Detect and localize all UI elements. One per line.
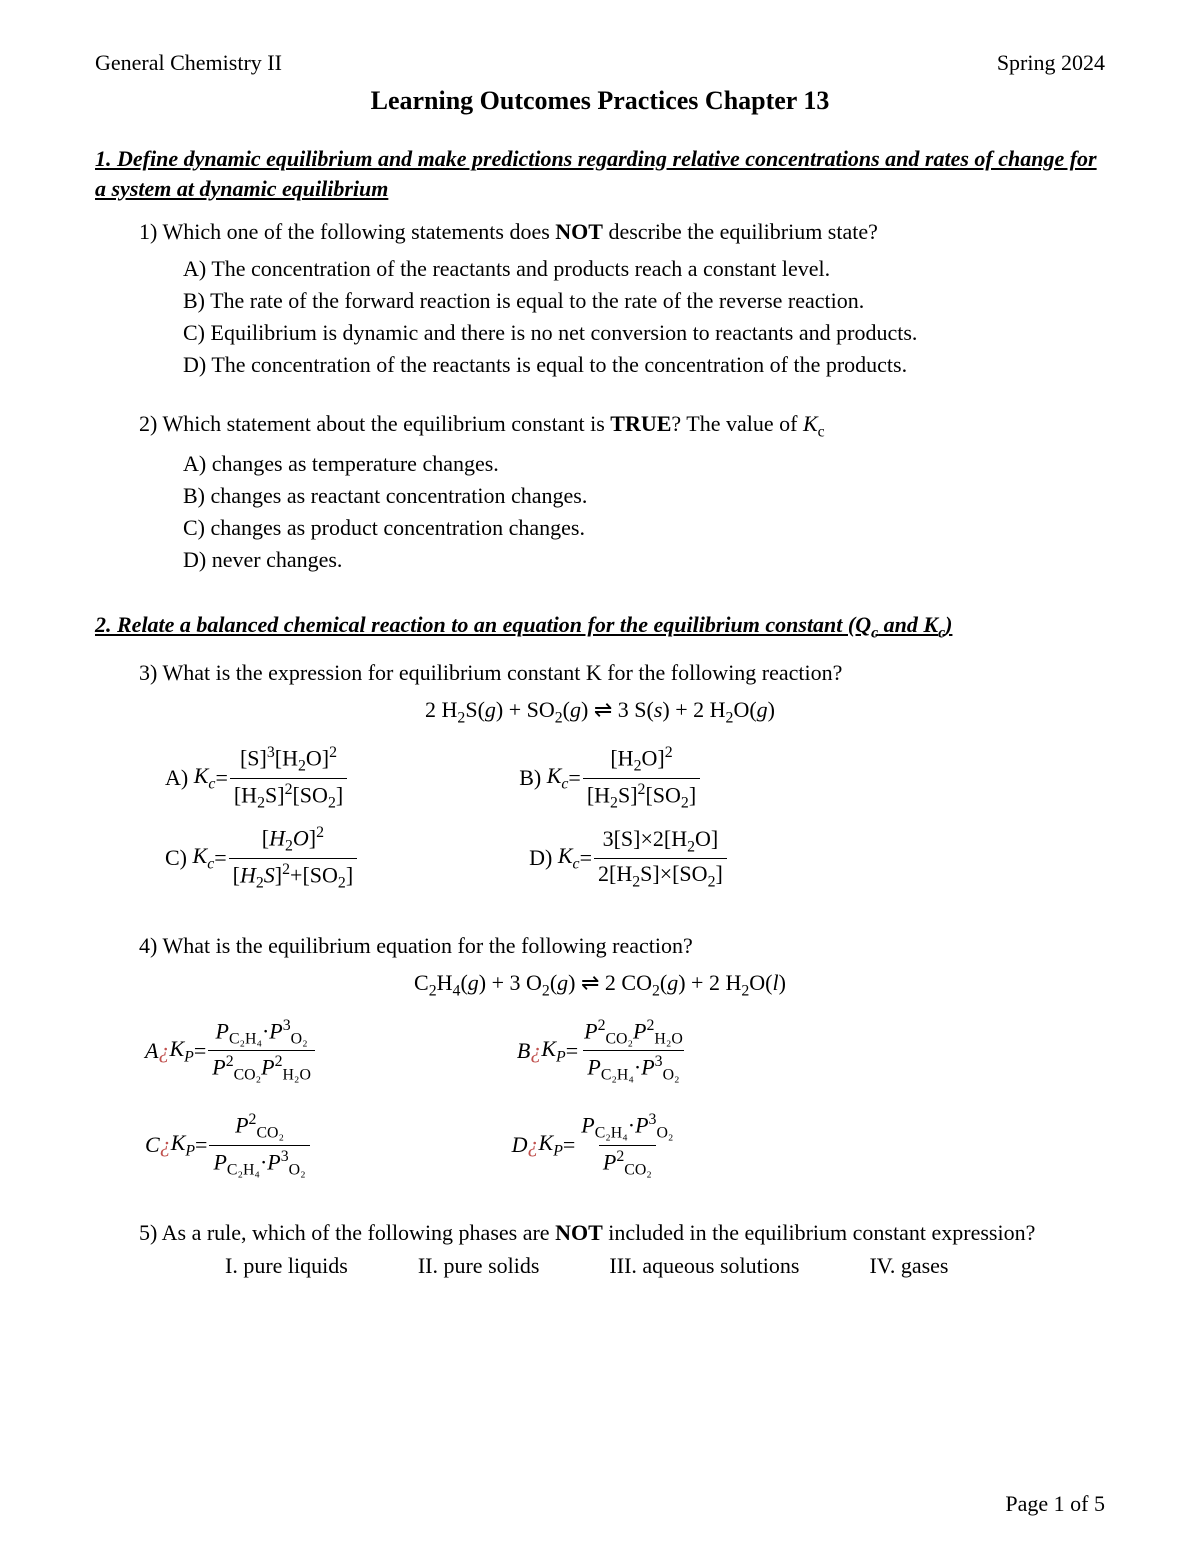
q1-choice-c: C) Equilibrium is dynamic and there is n… [183,317,1105,349]
q2-choice-b: B) changes as reactant concentration cha… [183,480,1105,512]
q2-choice-a: A) changes as temperature changes. [183,448,1105,480]
q1-choice-a: A) The concentration of the reactants an… [183,253,1105,285]
q5-choice-1: I. pure liquids [225,1253,348,1279]
q2-choices: A) changes as temperature changes. B) ch… [183,448,1105,576]
section-2-num: 2. [95,612,112,637]
q3-option-c: C) Kc= [H2O]2[H2S]2+[SO2] [165,822,359,894]
q3-stem: 3) What is the expression for equilibriu… [139,658,1105,688]
section-1-heading: 1. Define dynamic equilibrium and make p… [95,144,1105,203]
q4-num: 4) [139,933,157,958]
q3-num: 3) [139,660,157,685]
q1-choice-d: D) The concentration of the reactants is… [183,349,1105,381]
q1-num: 1) [139,219,157,244]
q2-stem: 2) Which statement about the equilibrium… [139,409,1105,443]
q5-choice-2: II. pure solids [418,1253,540,1279]
q4-row1: A¿ KP= PC₂H₄·P3O₂ P2CO₂P2H₂O B¿ KP= P2CO… [145,1015,1105,1087]
q3-row2: C) Kc= [H2O]2[H2S]2+[SO2] D) Kc= 3[S]×2[… [165,822,1105,894]
q3-option-d: D) Kc= 3[S]×2[H2O]2[H2S]×[SO2] [529,822,729,894]
q5-num: 5) [139,1220,157,1245]
page-title: Learning Outcomes Practices Chapter 13 [95,86,1105,116]
q4-option-b: B¿ KP= P2CO₂P2H₂O PC₂H₄·P3O₂ [517,1015,689,1087]
q3-option-a: A) Kc= [S]3[H2O]2[H2S]2[SO2] [165,742,349,814]
q3-option-b: B) Kc= [H2O]2[H2S]2[SO2] [519,742,702,814]
section-1-text: Define dynamic equilibrium and make pred… [95,146,1097,201]
header-right: Spring 2024 [997,50,1105,76]
page-footer: Page 1 of 5 [1005,1491,1105,1517]
section-2-heading: 2. Relate a balanced chemical reaction t… [95,610,1105,644]
page: General Chemistry II Spring 2024 Learnin… [0,0,1200,1553]
q4-option-c: C¿ KP= P2CO₂ PC₂H₄·P3O₂ [145,1109,312,1181]
q5-choices: I. pure liquids II. pure solids III. aqu… [225,1253,1105,1279]
q4-option-d: D¿ KP= PC₂H₄·P3O₂ P2CO₂ [512,1109,680,1181]
q1-choices: A) The concentration of the reactants an… [183,253,1105,381]
q2-choice-c: C) changes as product concentration chan… [183,512,1105,544]
q2-choice-d: D) never changes. [183,544,1105,576]
q1-stem: 1) Which one of the following statements… [139,217,1105,247]
q4-row2: C¿ KP= P2CO₂ PC₂H₄·P3O₂ D¿ KP= PC₂H₄·P3O… [145,1109,1105,1181]
q4-reaction: C2H4(g) + 3 O2(g) ⇌ 2 CO2(g) + 2 H2O(l) [95,970,1105,1000]
q3-reaction: 2 H2S(g) + SO2(g) ⇌ 3 S(s) + 2 H2O(g) [95,697,1105,727]
q5-choice-3: III. aqueous solutions [609,1253,799,1279]
q4-option-a: A¿ KP= PC₂H₄·P3O₂ P2CO₂P2H₂O [145,1015,317,1087]
q2-num: 2) [139,411,157,436]
q5-choice-4: IV. gases [869,1253,948,1279]
section-1-num: 1. [95,146,112,171]
q5-stem: 5) As a rule, which of the following pha… [139,1218,1105,1248]
header-left: General Chemistry II [95,50,282,76]
header: General Chemistry II Spring 2024 [95,50,1105,76]
q3-row1: A) Kc= [S]3[H2O]2[H2S]2[SO2] B) Kc= [H2O… [165,742,1105,814]
q4-stem: 4) What is the equilibrium equation for … [139,931,1105,961]
q1-choice-b: B) The rate of the forward reaction is e… [183,285,1105,317]
